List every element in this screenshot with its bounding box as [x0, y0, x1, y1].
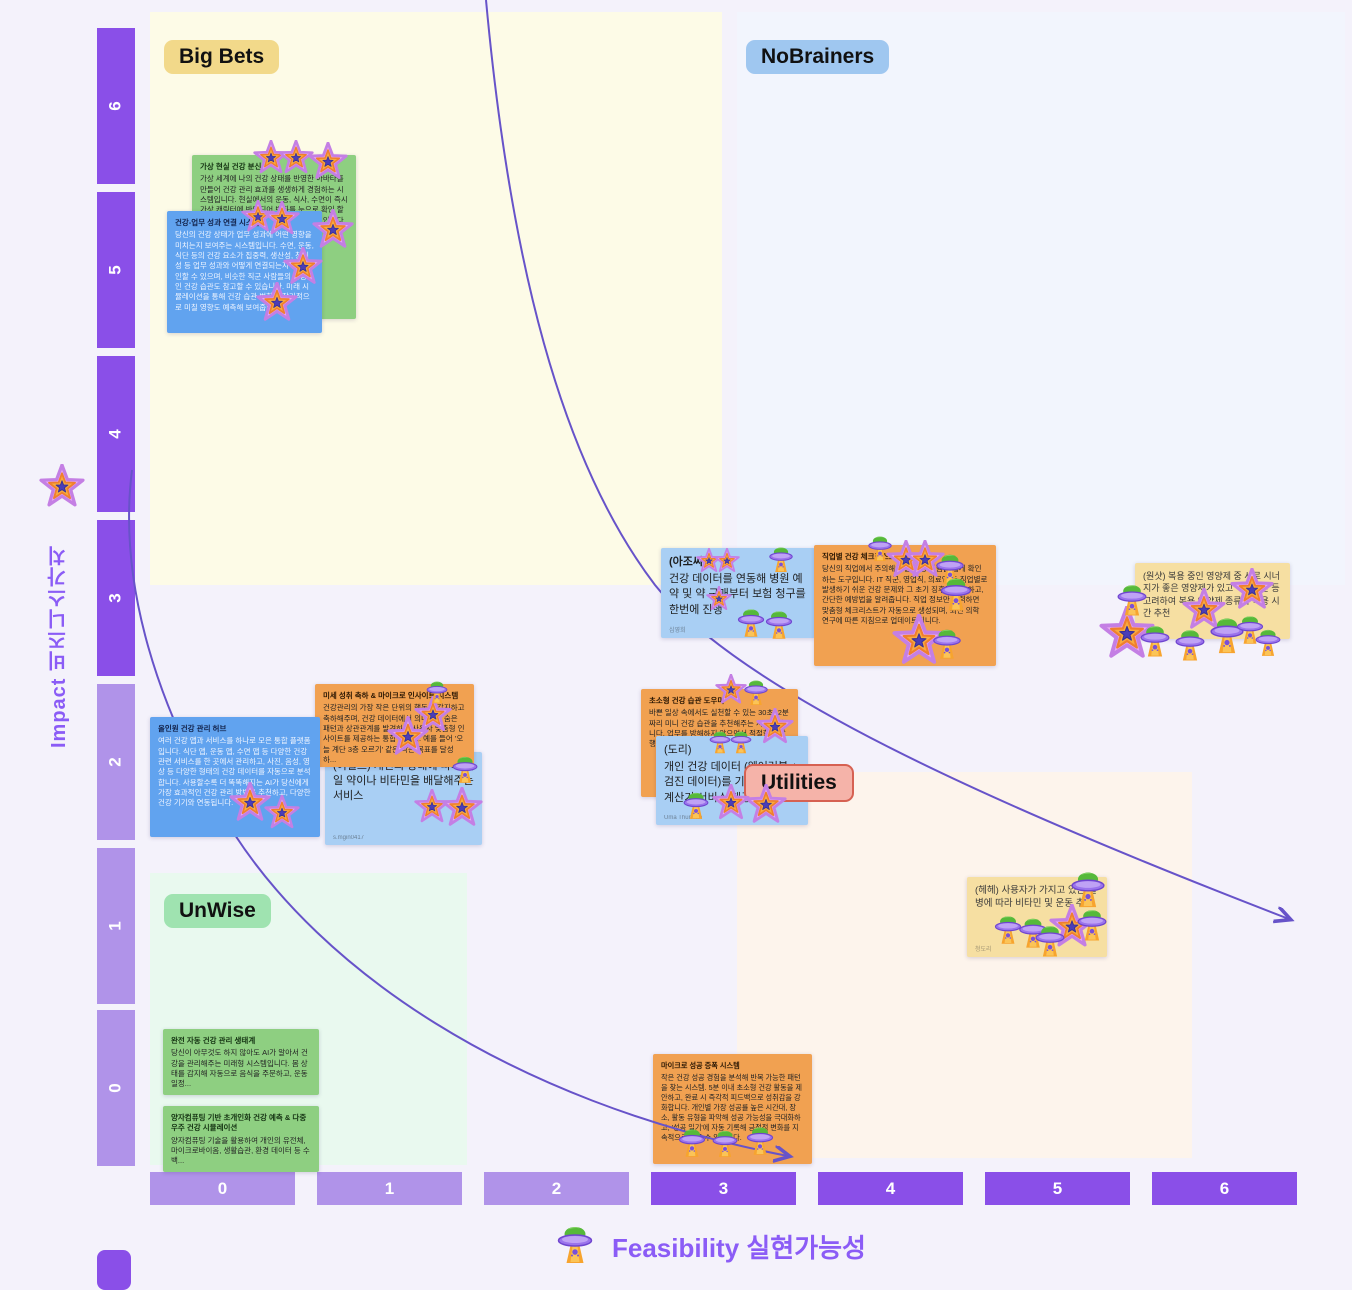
quadrant-label-nobrainers[interactable]: NoBrainers [746, 40, 890, 74]
note-title: 양자컴퓨팅 기반 초개인화 건강 예측 & 다중우주 건강 시뮬레이션 [171, 1113, 307, 1133]
x-tick-1[interactable]: 1 [317, 1172, 462, 1205]
sticky-note[interactable]: 완전 자동 건강 관리 생태계 당신이 아무것도 하지 않아도 AI가 알아서 … [163, 1029, 319, 1095]
x-tick-0[interactable]: 0 [150, 1172, 295, 1205]
ufo-sticker[interactable] [863, 529, 897, 563]
y-tick-6[interactable]: 6 [97, 28, 135, 184]
quadrant-label-big-bets[interactable]: Big Bets [164, 40, 280, 74]
y-tick-4[interactable]: 4 [97, 356, 135, 512]
star-sticker[interactable] [1230, 568, 1274, 612]
x-tick-3[interactable]: 3 [651, 1172, 796, 1205]
x-tick-4[interactable]: 4 [818, 1172, 963, 1205]
star-sticker[interactable] [283, 247, 323, 287]
ufo-sticker[interactable] [741, 1119, 779, 1157]
ufo-sticker[interactable] [447, 749, 483, 785]
y-axis-title: Impact 비즈니스가치 [48, 544, 70, 748]
note-title: 가상 현실 건강 분신 [200, 162, 262, 171]
note-title: 완전 자동 건강 관리 생태계 [171, 1036, 256, 1045]
ufo-sticker[interactable] [707, 1123, 743, 1159]
note-body: 당신이 아무것도 하지 않아도 AI가 알아서 건강을 관리해주는 미래형 시스… [171, 1048, 308, 1089]
x-tick-2[interactable]: 2 [484, 1172, 629, 1205]
star-sticker[interactable] [264, 795, 300, 831]
ufo-sticker[interactable] [1071, 901, 1113, 943]
y-tick-3[interactable]: 3 [97, 520, 135, 676]
ufo-sticker[interactable] [422, 675, 452, 705]
ufo-sticker[interactable] [739, 673, 773, 707]
y-tick-2[interactable]: 2 [97, 684, 135, 840]
y-tick-5[interactable]: 5 [97, 192, 135, 348]
note-title: 건강-업무 성과 연결 시스템 [175, 218, 260, 227]
note-body: 당신의 건강 상태가 업무 성과에 어떤 영향을 미치는지 보여주는 시스템입니… [175, 230, 314, 312]
sticky-note[interactable]: 양자컴퓨팅 기반 초개인화 건강 예측 & 다중우주 건강 시뮬레이션 양자컴퓨… [163, 1106, 319, 1172]
star-sticker[interactable] [387, 716, 429, 758]
star-sticker[interactable] [264, 201, 300, 237]
star-sticker[interactable] [39, 464, 85, 510]
note-body: 양자컴퓨팅 기술을 활용하여 개인의 유전체, 마이크로바이옴, 생활습관, 환… [171, 1135, 310, 1166]
y-tick-1[interactable]: 1 [97, 848, 135, 1004]
axis-corner-chip [97, 1250, 131, 1290]
note-title: 마이크로 성공 증폭 시스템 [661, 1061, 740, 1070]
ufo-sticker[interactable] [673, 1121, 711, 1159]
quadrant-nobrainers-bg [737, 12, 1345, 585]
ufo-sticker[interactable] [726, 725, 756, 755]
ufo-sticker[interactable] [678, 785, 714, 821]
x-tick-6[interactable]: 6 [1152, 1172, 1297, 1205]
star-sticker[interactable] [714, 548, 740, 574]
star-sticker[interactable] [745, 784, 787, 826]
note-author: s.mgin0417 [333, 834, 365, 841]
ufo-sticker[interactable] [927, 621, 967, 661]
ufo-sticker[interactable] [764, 540, 798, 574]
ufo-sticker [550, 1216, 600, 1266]
quadrant-label-unwise[interactable]: UnWise [164, 894, 271, 928]
y-tick-0[interactable]: 0 [97, 1010, 135, 1166]
star-sticker[interactable] [256, 282, 298, 324]
ufo-sticker[interactable] [1250, 622, 1286, 658]
star-sticker[interactable] [706, 586, 732, 612]
star-sticker[interactable] [756, 708, 794, 746]
ufo-sticker[interactable] [1029, 917, 1071, 959]
ufo-sticker[interactable] [934, 569, 978, 613]
x-tick-5[interactable]: 5 [985, 1172, 1130, 1205]
star-sticker[interactable] [308, 142, 348, 182]
star-sticker[interactable] [441, 787, 483, 829]
ufo-sticker[interactable] [760, 603, 798, 641]
note-title: 올인원 건강 관리 허브 [158, 724, 227, 733]
star-sticker[interactable] [312, 209, 354, 251]
x-axis-title: Feasibility 실현가능성 [612, 1233, 866, 1263]
note-author: 심영희 [669, 627, 686, 634]
ufo-sticker[interactable] [1111, 576, 1153, 618]
note-author: 청도리 [975, 946, 992, 953]
